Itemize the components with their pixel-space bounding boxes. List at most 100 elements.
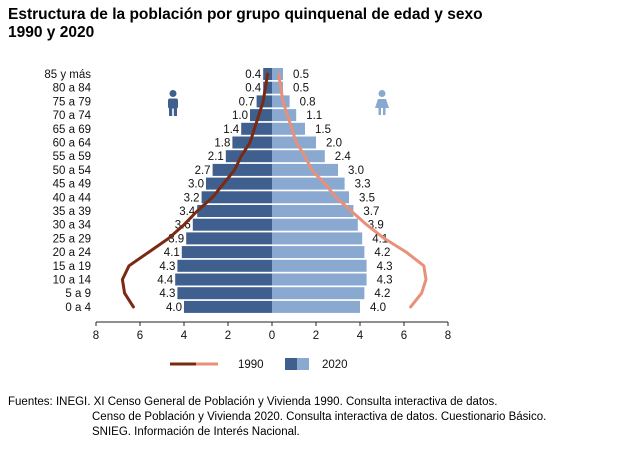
data-label-male-85-y-m-s: 0.4 [245,69,262,81]
bar-female-2020-60-a-64 [272,136,316,149]
category-label-75-a-79: 75 a 79 [53,96,91,108]
data-label-female-70-a-74: 1.1 [306,110,322,122]
data-label-female-80-a-84: 0.5 [293,83,309,95]
data-label-male-5-a-9: 4.3 [159,288,175,300]
legend-label-2020: 2020 [322,359,348,371]
data-label-female-50-a-54: 3.0 [348,165,364,177]
data-label-male-65-a-69: 1.4 [223,124,240,136]
bar-male-2020-60-a-64 [232,136,272,149]
category-label-35-a-39: 35 a 39 [53,206,91,218]
bar-male-2020-20-a-24 [181,246,272,259]
data-label-female-35-a-39: 3.7 [363,206,379,218]
bar-female-2020-65-a-69 [272,122,305,135]
data-label-male-0-a-4: 4.0 [166,302,182,314]
x-tick-label: 0 [269,330,275,342]
bar-male-2020-65-a-69 [241,122,272,135]
category-label-25-a-29: 25 a 29 [53,233,91,245]
data-label-female-5-a-9: 4.2 [374,288,390,300]
chart-title: Estructura de la población por grupo qui… [8,6,483,42]
bar-female-2020-10-a-14 [272,273,367,286]
bar-female-2020-20-a-24 [272,246,365,259]
data-label-male-10-a-14: 4.4 [157,275,174,287]
category-label-65-a-69: 65 a 69 [53,124,91,136]
icon-torso [168,98,178,109]
legend-swatch-2020-female [297,358,309,370]
data-label-female-55-a-59: 2.4 [335,151,352,163]
category-label-15-a-19: 15 a 19 [53,261,91,273]
data-label-female-45-a-49: 3.3 [355,179,371,191]
legend-swatch-2020-male [285,358,297,370]
bar-female-2020-25-a-29 [272,232,363,245]
data-label-female-65-a-69: 1.5 [315,124,331,136]
bar-male-2020-40-a-44 [201,191,272,204]
bar-male-2020-15-a-19 [177,259,272,272]
category-label-55-a-59: 55 a 59 [53,151,91,163]
female-person-icon [375,90,389,115]
icon-leg [173,107,177,116]
data-label-female-85-y-m-s: 0.5 [293,69,309,81]
data-label-male-75-a-79: 0.7 [239,96,255,108]
data-label-male-50-a-54: 2.7 [195,165,211,177]
data-label-male-40-a-44: 3.2 [184,192,200,204]
data-label-female-40-a-44: 3.5 [359,192,375,204]
bar-male-2020-55-a-59 [225,150,272,163]
x-tick-label: 8 [445,330,451,342]
bar-female-2020-15-a-19 [272,259,367,272]
x-tick-label: 2 [313,330,319,342]
x-tick-label: 6 [137,330,143,342]
category-label-30-a-34: 30 a 34 [53,220,92,232]
data-label-male-55-a-59: 2.1 [208,151,224,163]
data-label-female-60-a-64: 2.0 [326,138,342,150]
data-label-male-20-a-24: 4.1 [164,247,180,259]
icon-head [378,90,386,97]
x-tick-label: 2 [225,330,231,342]
category-label-20-a-24: 20 a 24 [53,247,92,259]
bar-female-2020-75-a-79 [272,95,290,108]
category-label-85-y-m-s: 85 y más [44,69,91,81]
bar-female-2020-35-a-39 [272,205,354,217]
bar-male-2020-30-a-34 [192,218,272,231]
icon-leg [383,108,386,115]
bar-female-2020-40-a-44 [272,191,349,204]
male-person-icon [168,90,178,116]
category-label-60-a-64: 60 a 64 [53,138,92,150]
bar-male-2020-25-a-29 [186,232,272,245]
bar-female-2020-0-a-4 [272,300,360,313]
bar-male-2020-50-a-54 [212,163,272,176]
chart-title-line-2: 1990 y 2020 [8,24,95,41]
bar-male-2020-5-a-9 [177,287,272,300]
data-label-female-15-a-19: 4.3 [377,261,393,273]
bar-female-2020-80-a-84 [272,81,283,94]
category-label-45-a-49: 45 a 49 [53,179,91,191]
category-label-10-a-14: 10 a 14 [53,275,92,287]
data-label-female-0-a-4: 4.0 [370,302,386,314]
data-label-female-10-a-14: 4.3 [377,275,393,287]
bar-male-2020-80-a-84 [263,81,272,94]
bar-female-2020-45-a-49 [272,177,345,190]
bar-male-2020-0-a-4 [184,300,272,313]
line-1990-male [120,72,270,309]
sources-line-1: Fuentes: INEGI. XI Censo General de Pobl… [8,396,498,408]
icon-dress [375,99,389,108]
data-label-male-70-a-74: 1.0 [232,110,248,122]
bar-female-2020-70-a-74 [272,109,297,122]
legend-label-1990: 1990 [238,359,264,371]
sources-line-2: Censo de Población y Vivienda 2020. Cons… [92,411,547,423]
category-label-0-a-4: 0 a 4 [65,302,91,314]
data-label-female-25-a-29: 4.1 [372,233,388,245]
icon-leg [378,108,381,115]
bar-male-2020-45-a-49 [206,177,272,190]
bar-female-2020-50-a-54 [272,163,338,176]
icon-leg [169,107,173,116]
x-tick-label: 4 [357,330,364,342]
sources-note: Fuentes: INEGI. XI Censo General de Pobl… [8,395,546,440]
category-label-5-a-9: 5 a 9 [65,288,91,300]
data-label-male-45-a-49: 3.0 [188,179,204,191]
data-label-male-80-a-84: 0.4 [245,83,262,95]
category-label-70-a-74: 70 a 74 [53,110,92,122]
icon-head [169,90,177,97]
bar-male-2020-10-a-14 [175,273,272,286]
bar-female-2020-55-a-59 [272,150,325,163]
x-tick-label: 4 [181,330,188,342]
category-label-40-a-44: 40 a 44 [53,192,92,204]
